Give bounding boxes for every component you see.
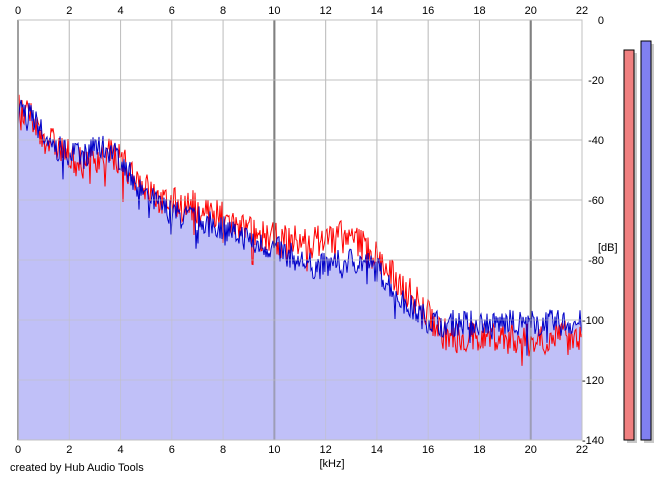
x-tick-label-bottom: 22 bbox=[576, 444, 588, 456]
level-meters bbox=[623, 40, 654, 443]
spectrum-fill bbox=[18, 100, 582, 440]
x-tick-label-bottom: 6 bbox=[169, 444, 175, 456]
x-tick-label-top: 20 bbox=[525, 5, 537, 17]
series-layer bbox=[17, 19, 583, 441]
y-tick-label: -20 bbox=[588, 75, 604, 87]
y-tick-label: -100 bbox=[582, 315, 604, 327]
x-tick-label-top: 0 bbox=[15, 5, 21, 17]
x-tick-label-top: 12 bbox=[320, 5, 332, 17]
tick-labels: 002244668810101212141416161818202022220-… bbox=[15, 5, 604, 456]
credit-text: created by Hub Audio Tools bbox=[10, 462, 144, 474]
x-tick-label-bottom: 12 bbox=[320, 444, 332, 456]
x-tick-label-top: 2 bbox=[66, 5, 72, 17]
x-tick-label-bottom: 10 bbox=[268, 444, 280, 456]
x-tick-label-bottom: 18 bbox=[473, 444, 485, 456]
level-meter-left bbox=[623, 49, 635, 441]
y-tick-label: -120 bbox=[582, 375, 604, 387]
x-tick-label-top: 14 bbox=[371, 5, 383, 17]
y-tick-label: -40 bbox=[588, 135, 604, 147]
x-tick-label-bottom: 14 bbox=[371, 444, 383, 456]
x-tick-label-top: 18 bbox=[473, 5, 485, 17]
level-meter-right bbox=[640, 40, 652, 441]
y-tick-label: 0 bbox=[598, 15, 604, 27]
series-line-right bbox=[17, 99, 583, 356]
x-tick-label-bottom: 0 bbox=[15, 444, 21, 456]
y-axis-label: [dB] bbox=[598, 242, 618, 254]
x-tick-label-bottom: 20 bbox=[525, 444, 537, 456]
x-tick-label-top: 6 bbox=[169, 5, 175, 17]
x-tick-label-bottom: 8 bbox=[220, 444, 226, 456]
y-tick-label: -140 bbox=[582, 435, 604, 447]
x-tick-label-bottom: 4 bbox=[117, 444, 123, 456]
x-tick-label-top: 10 bbox=[268, 5, 280, 17]
x-tick-label-top: 4 bbox=[117, 5, 123, 17]
y-tick-label: -80 bbox=[588, 255, 604, 267]
x-axis-label: [kHz] bbox=[319, 458, 344, 470]
x-tick-label-bottom: 2 bbox=[66, 444, 72, 456]
y-tick-label: -60 bbox=[588, 195, 604, 207]
x-tick-label-top: 16 bbox=[422, 5, 434, 17]
x-tick-label-bottom: 16 bbox=[422, 444, 434, 456]
x-tick-label-top: 22 bbox=[576, 5, 588, 17]
x-tick-label-top: 8 bbox=[220, 5, 226, 17]
plot-border bbox=[17, 19, 583, 441]
